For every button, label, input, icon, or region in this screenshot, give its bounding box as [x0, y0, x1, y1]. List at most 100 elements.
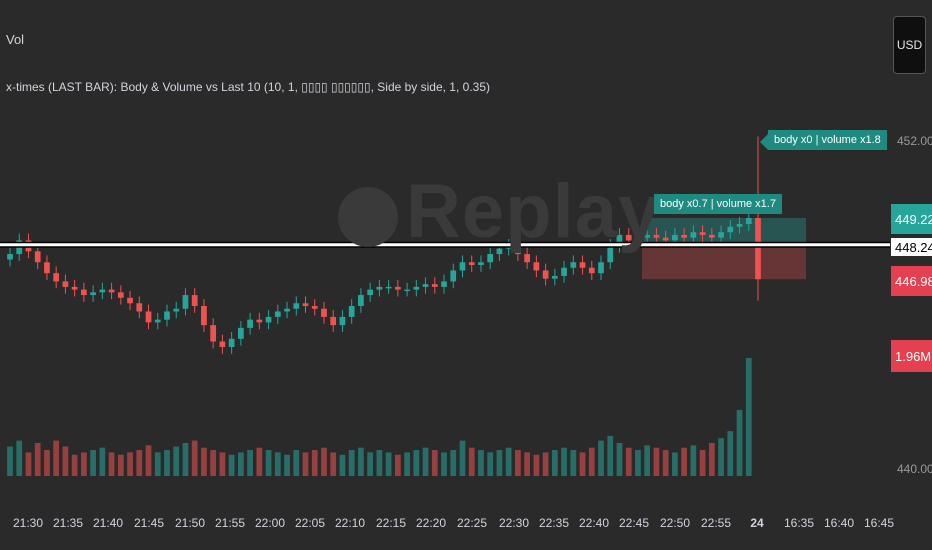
time-tick: 22:45: [618, 516, 650, 530]
volume-bar: [321, 447, 327, 476]
volume-bar: [348, 450, 355, 476]
volume-bar: [736, 409, 743, 476]
volume-bar: [644, 445, 651, 476]
time-tick: 21:35: [52, 516, 84, 530]
candle-body: [635, 237, 641, 241]
volume-badge: 1.96M: [891, 340, 932, 372]
candle-body: [450, 270, 457, 282]
volume-bar: [284, 454, 290, 476]
time-tick: 21:55: [214, 516, 246, 530]
volume-bar: [385, 452, 392, 476]
volume-bar: [699, 450, 706, 476]
volume-bar: [394, 454, 401, 476]
tooltip-body-volume-1: body x0.7 | volume x1.7: [654, 194, 782, 214]
currency-button[interactable]: USD: [893, 16, 926, 74]
volume-bar: [727, 431, 734, 476]
volume-bar: [662, 450, 669, 476]
zone-box-green: [642, 217, 806, 245]
volume-bar: [358, 447, 364, 476]
volume-bar: [588, 447, 595, 476]
candle-body: [210, 325, 217, 342]
volume-bar: [718, 438, 724, 476]
volume-bar: [53, 440, 60, 476]
candle-body: [348, 306, 355, 317]
volume-bar: [164, 450, 170, 476]
volume-bar: [441, 452, 447, 476]
volume-bar: [496, 450, 503, 476]
tooltip-body-volume-2: body x0 | volume x1.8: [768, 130, 887, 150]
volume-bar: [108, 452, 115, 476]
time-tick: 22:20: [415, 516, 447, 530]
candle-body: [561, 267, 567, 276]
volume-bar: [265, 450, 272, 476]
candle-body: [182, 295, 189, 309]
candle-body: [238, 327, 244, 339]
candle-body: [496, 248, 503, 255]
volume-bar: [478, 450, 484, 476]
candle-body: [745, 217, 752, 224]
volume-bar: [191, 440, 198, 476]
candle-body: [736, 224, 743, 227]
indicator-legend[interactable]: x-times (LAST BAR): Body & Volume vs Las…: [6, 80, 491, 94]
candle-body: [53, 273, 60, 282]
volume-bar: [90, 450, 96, 476]
volume-bar: [367, 452, 374, 476]
candle-body: [90, 292, 96, 296]
candle-body: [191, 295, 198, 306]
volume-bar: [404, 452, 410, 476]
volume-bar: [228, 454, 235, 476]
volume-bar: [533, 454, 540, 476]
candle-body: [672, 234, 678, 241]
volume-bar: [274, 452, 281, 476]
candle-body: [727, 226, 734, 233]
time-tick: 22:05: [294, 516, 326, 530]
volume-bar: [570, 450, 577, 476]
candle-body: [99, 289, 106, 293]
volume-bar: [413, 450, 420, 476]
candle-body: [422, 284, 429, 287]
volume-bar: [62, 446, 69, 476]
candle-body: [487, 254, 494, 263]
candle-body: [598, 262, 604, 274]
volume-bar: [745, 358, 752, 476]
volume-bar: [625, 447, 632, 476]
candle-body: [145, 311, 152, 323]
candle-body: [616, 234, 623, 246]
volume-bar: [542, 452, 549, 476]
price-label-452: 452.00: [897, 134, 932, 148]
volume-bar: [127, 452, 133, 476]
time-tick: 21:45: [133, 516, 165, 530]
volume-bar: [330, 452, 337, 476]
candle-body: [302, 303, 309, 306]
volume-bar: [311, 450, 318, 476]
candle-body: [404, 289, 410, 292]
time-axis[interactable]: 21:30 21:35 21:40 21:45 21:50 21:55 22:00 22:05…: [0, 498, 932, 550]
price-chart[interactable]: [0, 0, 890, 498]
candle-body: [431, 284, 438, 287]
time-tick: 21:40: [92, 516, 124, 530]
volume-bar: [616, 442, 623, 476]
volume-legend[interactable]: Vol: [6, 32, 25, 47]
volume-bar: [635, 450, 641, 476]
volume-bar: [210, 450, 217, 476]
volume-bar: [690, 445, 697, 476]
volume-bar: [34, 442, 41, 476]
candle-body: [441, 281, 447, 287]
volume-bar: [450, 450, 457, 476]
candle-body: [228, 338, 235, 347]
candle-body: [136, 303, 143, 312]
replay-watermark: Replay: [338, 168, 661, 255]
volume-bar: [468, 447, 475, 476]
candle-body: [459, 262, 466, 271]
volume-bar: [459, 440, 466, 476]
candle-body: [542, 270, 549, 279]
candle-body: [413, 286, 420, 290]
time-tick: 16:45: [863, 516, 895, 530]
volume-bar: [339, 454, 346, 476]
volume-bar: [505, 447, 512, 476]
time-tick: 22:15: [375, 516, 407, 530]
volume-bar: [598, 440, 604, 476]
candle-body: [256, 319, 263, 323]
candle-body: [219, 341, 226, 347]
candle-body: [579, 262, 586, 268]
